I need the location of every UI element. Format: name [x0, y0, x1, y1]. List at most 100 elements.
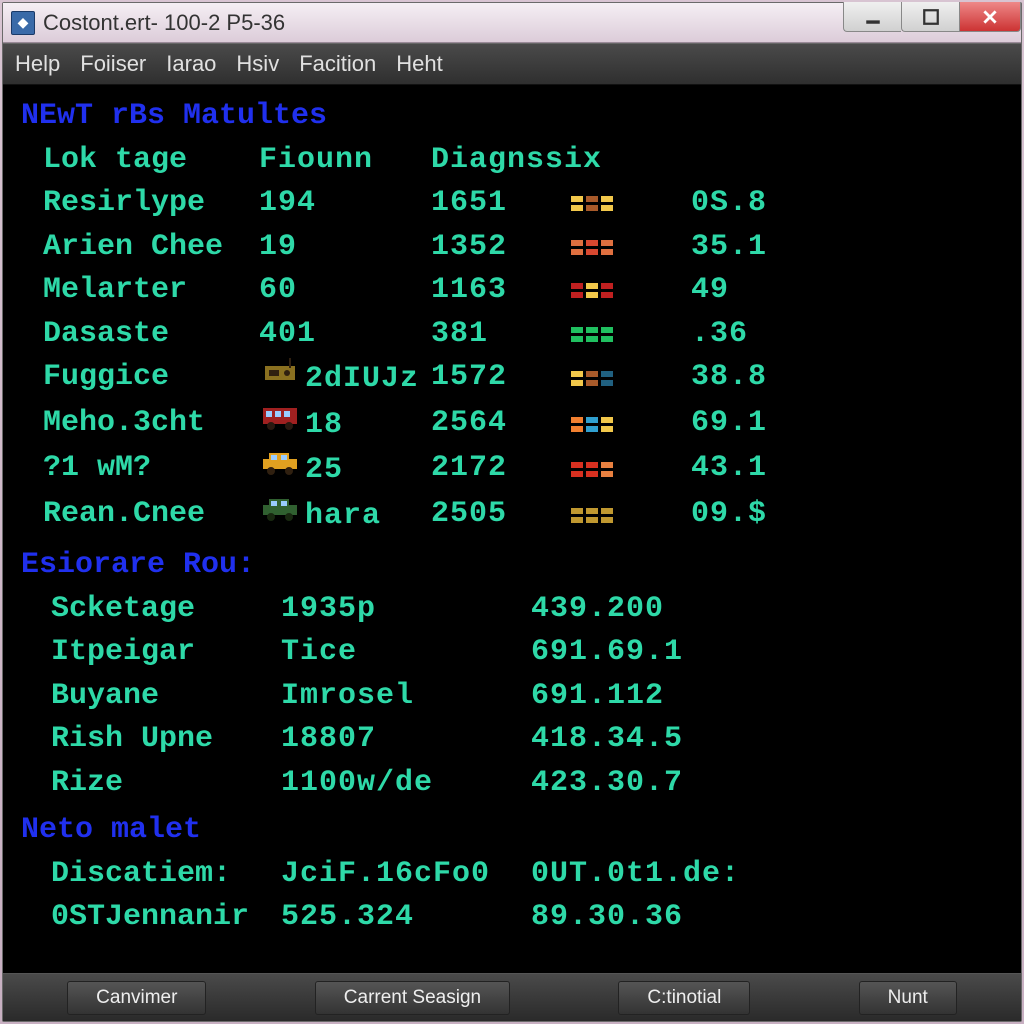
status-bars [571, 493, 691, 539]
row-pct: 49 [691, 269, 831, 313]
section1-header: NEwT rBs Matultes [21, 95, 1003, 139]
row-label: Rean.Cnee [21, 493, 259, 539]
table-row: Arien Chee191352 35.1 [21, 226, 1003, 270]
status-bars [571, 313, 691, 357]
table-row: Melarter601163 49 [21, 269, 1003, 313]
radio-icon [259, 356, 301, 386]
row-val2: 1572 [431, 356, 571, 402]
status-bars [571, 226, 691, 270]
row-pct: 69.1 [691, 402, 831, 448]
menubar: Help Foiiser Iarao Hsiv Facition Heht [3, 43, 1021, 85]
table-row: 0STJennanir525.32489.30.36 [21, 896, 1003, 940]
row-label: Discatiem: [21, 853, 281, 897]
table-row: Rish Upne18807418.34.5 [21, 718, 1003, 762]
table-row: Dasaste401381.36 [21, 313, 1003, 357]
row-val2: 1352 [431, 226, 571, 270]
app-window: ◆ Costont.ert- 100-2 P5-36 Help Foiiser … [2, 2, 1022, 1022]
titlebar[interactable]: ◆ Costont.ert- 100-2 P5-36 [3, 3, 1021, 43]
table-row: Resirlype1941651 0S.8 [21, 182, 1003, 226]
status-bars [571, 447, 691, 493]
minimize-button[interactable] [843, 2, 901, 32]
row-label: Itpeigar [21, 631, 281, 675]
row-val2: 2172 [431, 447, 571, 493]
row-label: Rish Upne [21, 718, 281, 762]
row-label: Dasaste [21, 313, 259, 357]
section3-table: Discatiem:JciF.16cFo00UT.0t1.de:0STJenna… [21, 853, 1003, 940]
row-val2: 1651 [431, 182, 571, 226]
row-pct: 38.8 [691, 356, 831, 402]
table-row: ?1 wM?252172 43.1 [21, 447, 1003, 493]
row-label: Rize [21, 762, 281, 806]
status-bars [571, 356, 691, 402]
menu-iarao[interactable]: Iarao [166, 51, 216, 77]
carrent-seasign-button[interactable]: Carrent Seasign [315, 981, 510, 1015]
row-pct: 35.1 [691, 226, 831, 270]
row-val1: 18 [259, 402, 431, 448]
menu-facition[interactable]: Facition [299, 51, 376, 77]
section1-table: Lok tageFiounnDiagnssixResirlype1941651 0… [21, 139, 1003, 539]
car-icon [259, 447, 301, 477]
status-bars [571, 182, 691, 226]
row-label: Melarter [21, 269, 259, 313]
section2-header: Esiorare Rou: [21, 544, 1003, 588]
row-val2: 691.69.1 [531, 631, 781, 675]
window-controls [843, 3, 1021, 42]
table-row: Rize1100w/de423.30.7 [21, 762, 1003, 806]
row-val2: 423.30.7 [531, 762, 781, 806]
menu-heht[interactable]: Heht [396, 51, 442, 77]
status-bars [571, 269, 691, 313]
row-label: 0STJennanir [21, 896, 281, 940]
table-row: Discatiem:JciF.16cFo00UT.0t1.de: [21, 853, 1003, 897]
table-row: Scketage1935p439.200 [21, 588, 1003, 632]
row-label: Resirlype [21, 182, 259, 226]
table-row: Rean.Cneehara250509.$ [21, 493, 1003, 539]
row-pct: .36 [691, 313, 831, 357]
table-row: Fuggice2dIUJz157238.8 [21, 356, 1003, 402]
row-label: Meho.3cht [21, 402, 259, 448]
menu-help[interactable]: Help [15, 51, 60, 77]
section3-header: Neto malet [21, 809, 1003, 853]
row-val2: 89.30.36 [531, 896, 781, 940]
canvimer-button[interactable]: Canvimer [67, 981, 206, 1015]
app-icon: ◆ [11, 11, 35, 35]
bus-icon [259, 402, 301, 432]
row-val1: 19 [259, 226, 431, 270]
menu-hsiv[interactable]: Hsiv [236, 51, 279, 77]
row-val1: 25 [259, 447, 431, 493]
row-pct: 09.$ [691, 493, 831, 539]
row-val1: 18807 [281, 718, 531, 762]
row-val2: 1163 [431, 269, 571, 313]
close-button[interactable] [959, 2, 1021, 32]
row-val2: 0UT.0t1.de: [531, 853, 781, 897]
car-icon [259, 493, 301, 523]
row-pct: 43.1 [691, 447, 831, 493]
row-label: Arien Chee [21, 226, 259, 270]
table-row: Meho.3cht182564 69.1 [21, 402, 1003, 448]
status-bars [571, 402, 691, 448]
row-pct: 0S.8 [691, 182, 831, 226]
terminal-area: NEwT rBs Matultes Lok tageFiounnDiagnssi… [3, 85, 1021, 973]
row-val2: 439.200 [531, 588, 781, 632]
row-val2: 691.112 [531, 675, 781, 719]
row-label: ?1 wM? [21, 447, 259, 493]
row-label: Scketage [21, 588, 281, 632]
row-val1: Imrosel [281, 675, 531, 719]
window-title: Costont.ert- 100-2 P5-36 [43, 10, 843, 36]
row-val1: 1100w/de [281, 762, 531, 806]
row-val2: 2505 [431, 493, 571, 539]
row-label: Buyane [21, 675, 281, 719]
row-val2: 418.34.5 [531, 718, 781, 762]
ctinotial-button[interactable]: C:tinotial [618, 981, 750, 1015]
row-val2: 2564 [431, 402, 571, 448]
menu-foiiser[interactable]: Foiiser [80, 51, 146, 77]
table-row: ItpeigarTice691.69.1 [21, 631, 1003, 675]
row-val1: 2dIUJz [259, 356, 431, 402]
row-val1: 525.324 [281, 896, 531, 940]
row-val1: 194 [259, 182, 431, 226]
row-val1: JciF.16cFo0 [281, 853, 531, 897]
row-val1: Tice [281, 631, 531, 675]
maximize-button[interactable] [901, 2, 959, 32]
row-val1: 60 [259, 269, 431, 313]
table-header-row: Lok tageFiounnDiagnssix [21, 139, 1003, 183]
nunt-button[interactable]: Nunt [859, 981, 957, 1015]
